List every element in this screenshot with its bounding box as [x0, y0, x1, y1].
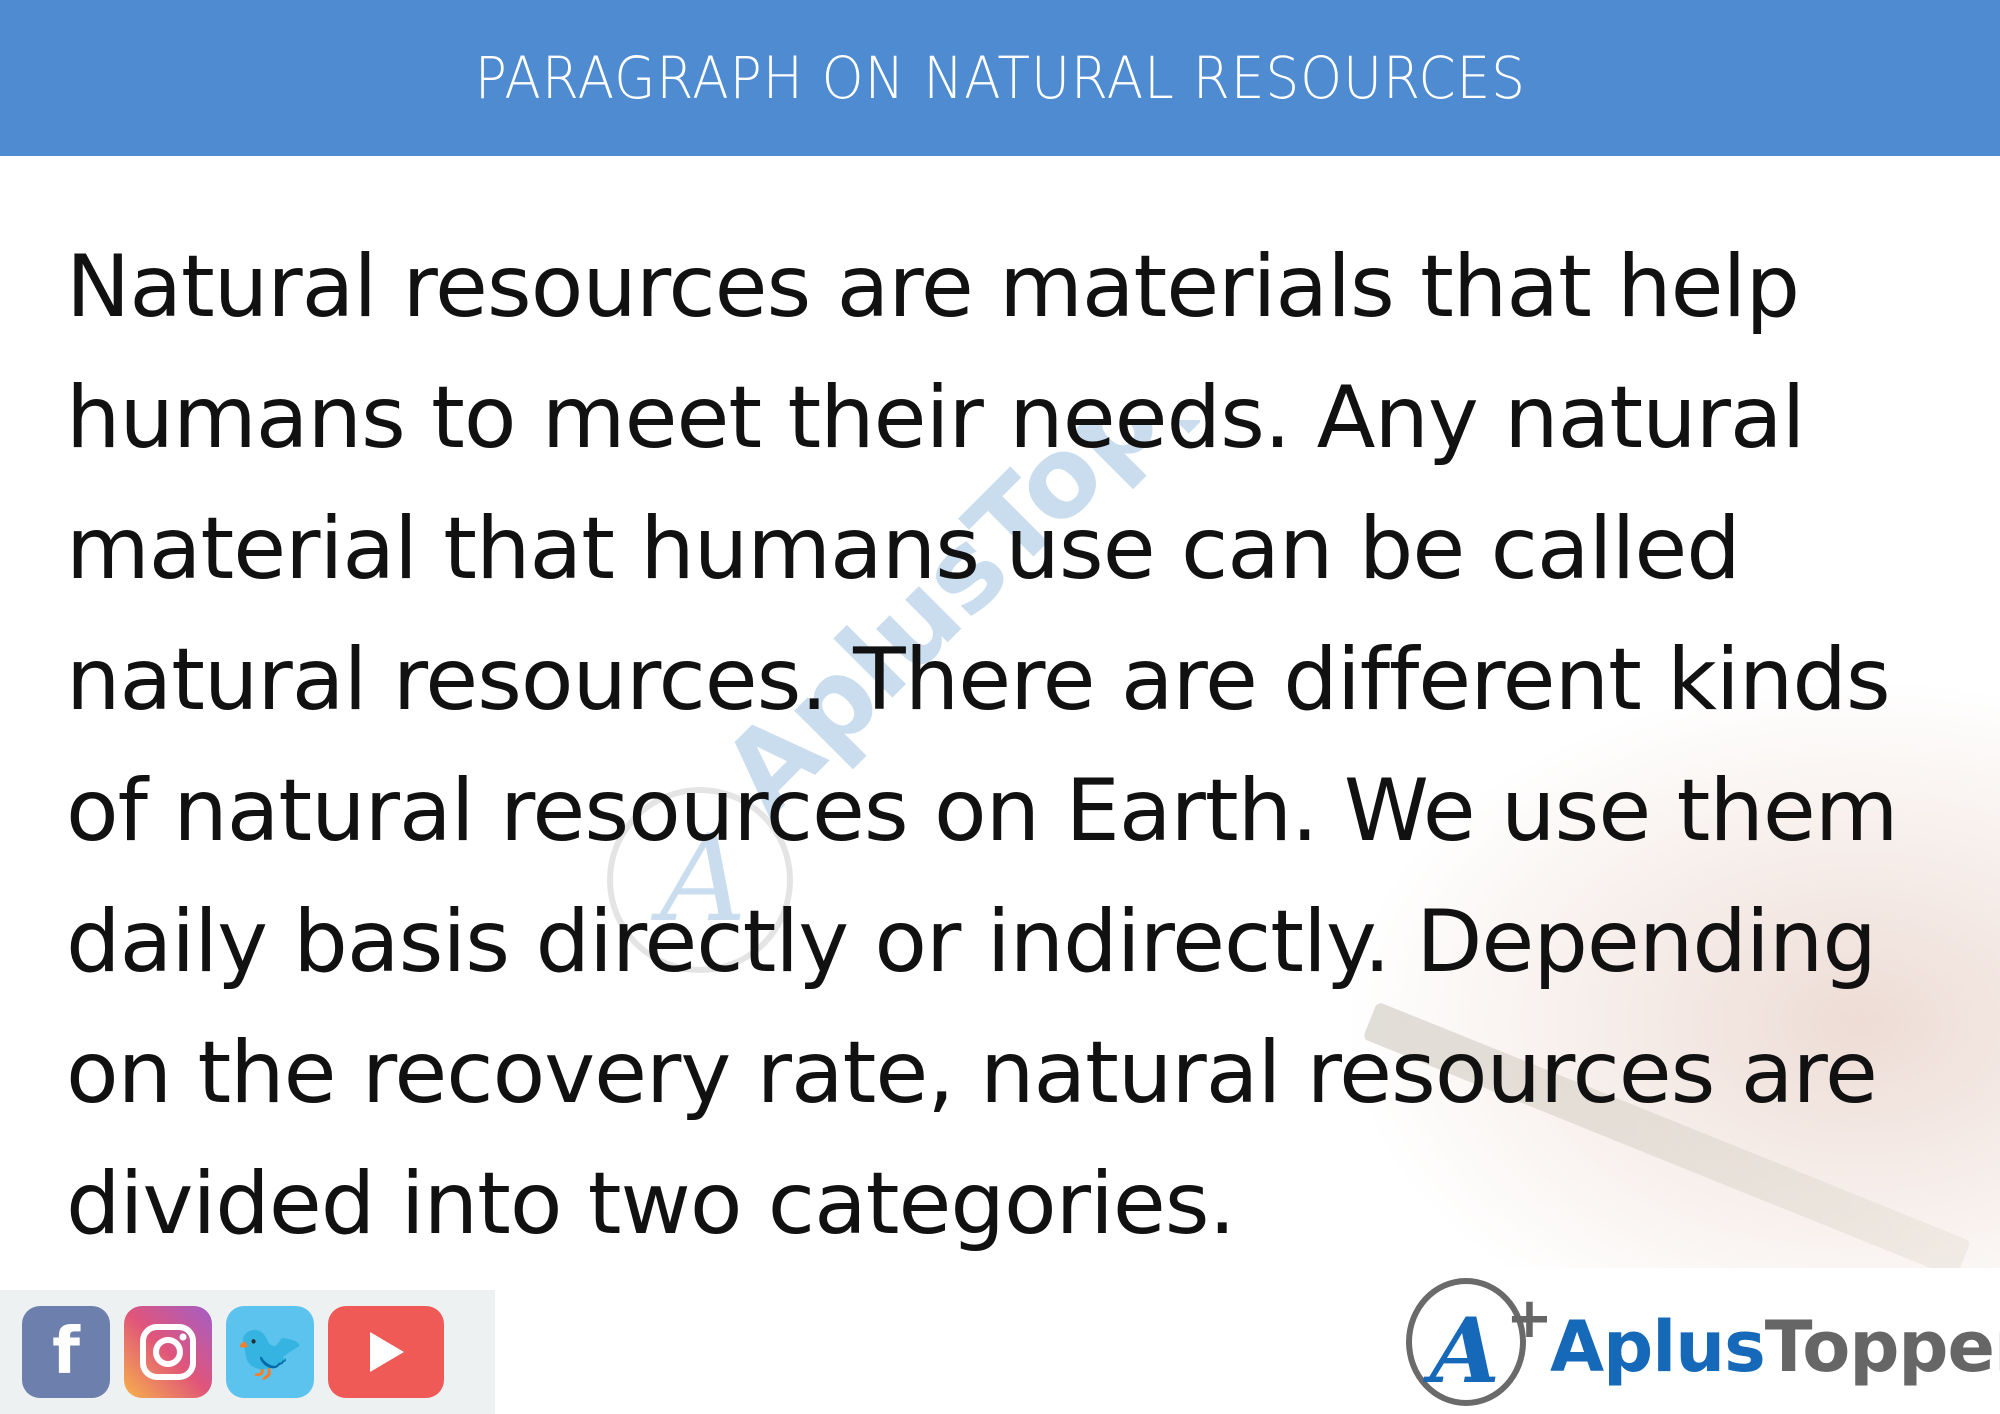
header-banner: PARAGRAPH ON NATURAL RESOURCES [0, 0, 2000, 156]
facebook-icon[interactable]: f [22, 1306, 110, 1398]
background-decoration [1300, 650, 2000, 1270]
paragraph-line: humans to meet their needs. Any natural [66, 368, 1806, 468]
logo-a-mark: A [1430, 1298, 1500, 1404]
paragraph-line: divided into two categories. [66, 1154, 1236, 1254]
aplustopper-logo: A + AplusTopper [1378, 1268, 2000, 1414]
logo-plus-mark: + [1506, 1286, 1553, 1351]
logo-circle [1406, 1278, 1526, 1406]
social-icons: f 🐦 [0, 1290, 495, 1414]
watermark-logo: A AplusTopper [607, 420, 1200, 973]
instagram-icon[interactable] [124, 1306, 212, 1398]
youtube-icon[interactable] [328, 1306, 444, 1398]
paragraph-line: Natural resources are materials that hel… [66, 237, 1800, 337]
paragraph-line: on the recovery rate, natural resources … [66, 1023, 1878, 1123]
paragraph-line: daily basis directly or indirectly. Depe… [66, 892, 1877, 992]
twitter-icon[interactable]: 🐦 [226, 1306, 314, 1398]
paragraph-line: natural resources. There are different k… [66, 630, 1891, 730]
paragraph-line: of natural resources on Earth. We use th… [66, 761, 1899, 861]
logo-text: AplusTopper [1550, 1306, 2000, 1388]
svg-text:A: A [650, 810, 747, 949]
page-title: PARAGRAPH ON NATURAL RESOURCES [474, 44, 1526, 112]
paragraph-text: Natural resources are materials that hel… [66, 222, 1899, 1270]
paragraph-line: material that humans use can be called [66, 499, 1741, 599]
